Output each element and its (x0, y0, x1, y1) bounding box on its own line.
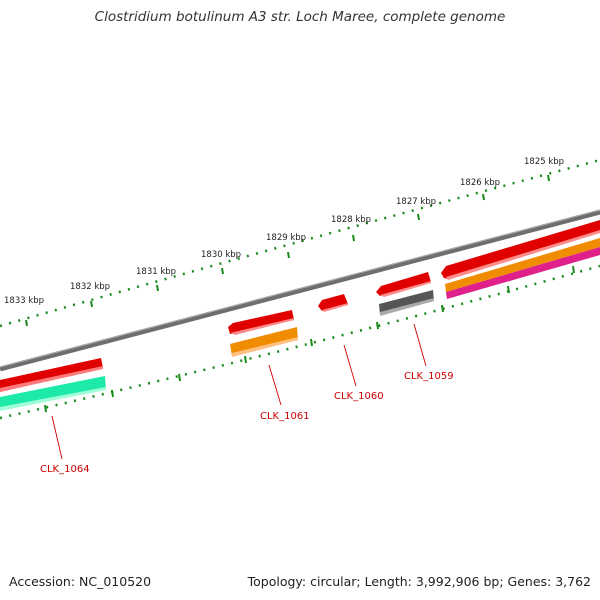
gene-CLK_1060[interactable] (318, 294, 348, 311)
kbp-labels: 1833 kbp 1832 kbp 1831 kbp 1830 kbp 1829… (4, 157, 564, 306)
gene-CLK_1064[interactable] (0, 376, 106, 410)
kbp-label-1830: 1830 kbp (201, 250, 241, 260)
kbp-label-1829: 1829 kbp (266, 233, 306, 243)
kbp-label-1833: 1833 kbp (4, 296, 44, 306)
gene-label-CLK_1064: CLK_1064 (40, 464, 90, 475)
orange-feature-right[interactable] (445, 238, 600, 292)
kbp-label-1831: 1831 kbp (136, 267, 176, 277)
map-title: Clostridium botulinum A3 str. Loch Maree… (94, 9, 506, 25)
kbp-label-1827: 1827 kbp (396, 197, 436, 207)
outer-major-ticks (25, 174, 550, 327)
kbp-label-1825: 1825 kbp (524, 157, 564, 167)
gene-label-leaders (51, 323, 427, 460)
magenta-feature-right[interactable] (446, 247, 600, 299)
accession-text: Accession: NC_010520 (9, 574, 152, 589)
genome-summary-text: Topology: circular; Length: 3,992,906 bp… (247, 574, 591, 589)
kbp-label-1828: 1828 kbp (331, 215, 371, 225)
genome-backbone (0, 209, 600, 372)
gene-label-CLK_1060: CLK_1060 (334, 391, 384, 402)
inner-scale-ring (0, 264, 600, 420)
cds-arrow-1061-upper[interactable] (228, 310, 294, 334)
gene-CLK_1061[interactable] (230, 327, 298, 356)
inner-major-ticks (44, 265, 575, 413)
kbp-label-1832: 1832 kbp (70, 282, 110, 292)
cds-arrow-1059-upper[interactable] (376, 272, 431, 296)
kbp-label-1826: 1826 kbp (460, 178, 500, 188)
cds-arrow-right[interactable] (441, 220, 600, 279)
gene-label-CLK_1059: CLK_1059 (404, 371, 454, 382)
outer-scale-ring (0, 158, 600, 328)
gene-label-CLK_1061: CLK_1061 (260, 411, 310, 422)
